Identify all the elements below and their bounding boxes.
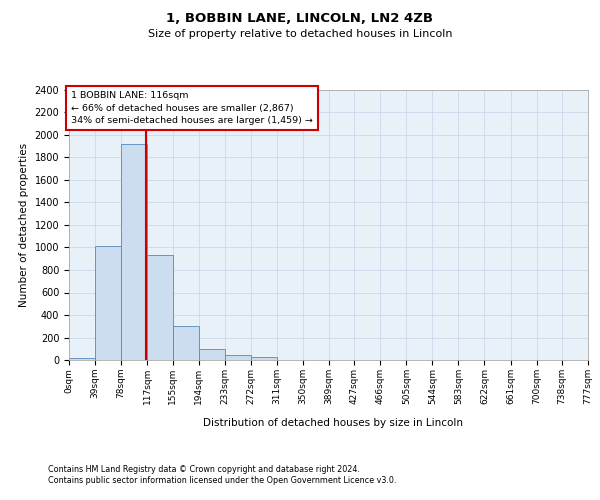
Bar — [69, 358, 95, 360]
Bar — [95, 246, 121, 360]
Text: 1 BOBBIN LANE: 116sqm
← 66% of detached houses are smaller (2,867)
34% of semi-d: 1 BOBBIN LANE: 116sqm ← 66% of detached … — [71, 91, 313, 125]
Text: Distribution of detached houses by size in Lincoln: Distribution of detached houses by size … — [203, 418, 463, 428]
Bar — [147, 256, 173, 360]
Text: 1, BOBBIN LANE, LINCOLN, LN2 4ZB: 1, BOBBIN LANE, LINCOLN, LN2 4ZB — [167, 12, 433, 26]
Bar — [173, 326, 199, 360]
Bar — [199, 349, 224, 360]
Bar — [251, 356, 277, 360]
Y-axis label: Number of detached properties: Number of detached properties — [19, 143, 29, 307]
Text: Size of property relative to detached houses in Lincoln: Size of property relative to detached ho… — [148, 29, 452, 39]
Bar — [121, 144, 147, 360]
Text: Contains public sector information licensed under the Open Government Licence v3: Contains public sector information licen… — [48, 476, 397, 485]
Text: Contains HM Land Registry data © Crown copyright and database right 2024.: Contains HM Land Registry data © Crown c… — [48, 465, 360, 474]
Bar — [224, 355, 251, 360]
